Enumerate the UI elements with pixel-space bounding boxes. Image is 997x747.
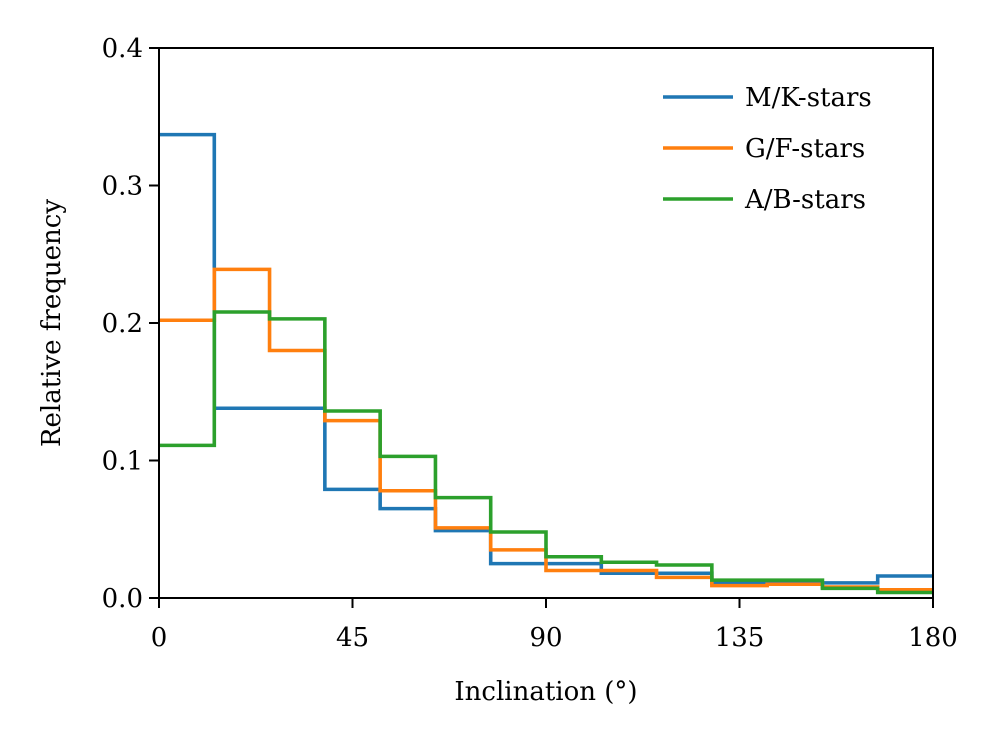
x-tick-label: 135	[715, 623, 765, 653]
legend-label-a-b-stars: A/B-stars	[744, 185, 866, 215]
x-axis-label: Inclination (°)	[454, 677, 637, 707]
y-axis-ticks: 0.0 0.1 0.2 0.3 0.4	[102, 34, 159, 614]
y-tick-label: 0.4	[102, 34, 143, 64]
x-tick-label: 0	[151, 623, 168, 653]
legend-label-g-f-stars: G/F-stars	[745, 134, 865, 164]
series-line-a-b-stars	[159, 310, 933, 595]
y-tick-label: 0.0	[102, 584, 143, 614]
y-tick-label: 0.3	[102, 172, 143, 202]
series-layer	[159, 132, 933, 595]
x-tick-label: 90	[529, 623, 562, 653]
x-tick-label: 180	[908, 623, 958, 653]
y-tick-label: 0.1	[102, 447, 143, 477]
legend: M/K-stars G/F-stars A/B-stars	[663, 83, 872, 215]
y-tick-label: 0.2	[102, 309, 143, 339]
x-tick-label: 45	[336, 623, 369, 653]
y-axis-label: Relative frequency	[37, 199, 67, 447]
x-axis-ticks: 0 45 90 135 180	[151, 598, 958, 653]
legend-label-m-k-stars: M/K-stars	[745, 83, 872, 113]
